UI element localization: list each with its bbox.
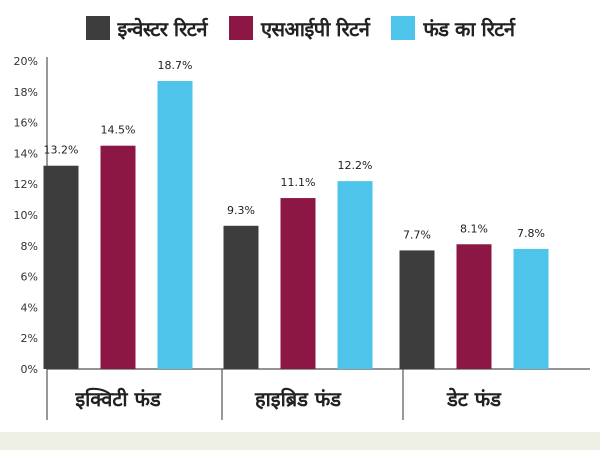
bar-value-label: 8.1% xyxy=(460,222,488,235)
bar-value-label: 13.2% xyxy=(44,144,79,157)
x-category-label: इक्विटी फंड xyxy=(74,387,162,411)
y-tick-label: 14% xyxy=(14,147,38,160)
bar-value-label: 12.2% xyxy=(338,159,373,172)
y-tick-label: 10% xyxy=(14,209,38,222)
x-category-label: हाइब्रिड फंड xyxy=(254,387,342,411)
legend-item-sip-return: एसआईपी रिटर्न xyxy=(228,15,370,42)
y-tick-label: 18% xyxy=(14,86,38,99)
bar xyxy=(399,250,435,369)
y-tick-label: 4% xyxy=(21,301,38,314)
y-tick-label: 2% xyxy=(21,332,38,345)
legend-label-investor-return: इन्वेस्टर रिटर्न xyxy=(117,16,208,41)
legend-item-fund-return: फंड का रिटर्न xyxy=(391,15,515,42)
bar-value-label: 7.8% xyxy=(517,227,545,240)
bar xyxy=(100,145,136,369)
legend: इन्वेस्टर रिटर्न एसआईपी रिटर्न फंड का रि… xyxy=(0,10,600,46)
bar xyxy=(456,244,492,369)
legend-swatch-investor-return xyxy=(85,16,110,40)
bar xyxy=(280,198,316,369)
footer-strip xyxy=(0,432,600,450)
bar xyxy=(513,248,549,369)
x-category-label: डेट फंड xyxy=(446,387,502,411)
bar xyxy=(43,165,79,369)
y-axis-ticks: 0% 2% 4% 6% 8% 10% 12% 14% 16% 18% 20% xyxy=(14,55,38,376)
bar xyxy=(157,81,193,370)
x-axis-labels: इक्विटी फंड हाइब्रिड फंड डेट फंड xyxy=(74,387,502,411)
bar xyxy=(337,181,373,369)
y-tick-label: 0% xyxy=(21,363,38,376)
y-tick-label: 12% xyxy=(14,178,38,191)
bar-labels: 13.2% 14.5% 18.7% 9.3% 11.1% 12.2% 7.7% 8.1% 7.8… xyxy=(44,59,545,241)
bar-value-label: 11.1% xyxy=(281,176,316,189)
bar-value-label: 7.7% xyxy=(403,228,431,241)
legend-item-investor-return: इन्वेस्टर रिटर्न xyxy=(85,15,208,42)
y-tick-label: 20% xyxy=(14,55,38,68)
legend-swatch-sip-return xyxy=(228,16,253,40)
bars xyxy=(43,81,549,370)
bar-value-label: 9.3% xyxy=(227,204,255,217)
legend-swatch-fund-return xyxy=(391,16,416,40)
y-tick-label: 8% xyxy=(21,240,38,253)
bar-value-label: 18.7% xyxy=(158,59,193,72)
y-tick-label: 16% xyxy=(14,117,38,130)
bar xyxy=(223,225,259,369)
legend-label-fund-return: फंड का रिटर्न xyxy=(423,16,515,41)
y-tick-label: 6% xyxy=(21,271,38,284)
legend-label-sip-return: एसआईपी रिटर्न xyxy=(260,16,370,41)
bar-value-label: 14.5% xyxy=(101,124,136,137)
